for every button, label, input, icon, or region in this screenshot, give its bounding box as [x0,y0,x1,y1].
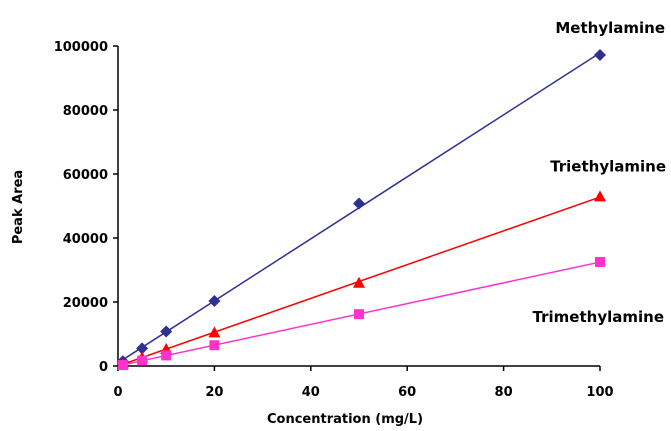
data-point [208,295,221,308]
x-tick-label: 100 [586,385,613,400]
data-point [160,325,173,338]
labels-layer: Methylamine Triethylamine Trimethylamine [533,19,666,326]
y-tick-label: 100000 [54,40,108,55]
series-trimethylamine [117,257,605,371]
data-point [136,342,149,355]
x-tick-label: 60 [398,385,416,400]
y-tick-label: 60000 [63,168,108,183]
series-label: Methylamine [555,19,665,37]
trendline [122,196,601,366]
data-point [354,309,364,320]
data-point [137,355,148,366]
series-label: Triethylamine [550,157,666,175]
y-tick-label: 0 [99,360,108,375]
x-tick-label: 80 [495,385,513,400]
x-tick-label: 20 [205,385,223,400]
y-axis-title: Peak Area [11,170,26,244]
x-axis-title: Concentration (mg/L) [267,412,423,427]
data-point [594,48,606,61]
y-tick-label: 80000 [63,104,108,119]
series-layer [116,48,606,371]
x-tick-label: 0 [113,385,122,400]
data-point [161,350,172,361]
data-point [209,340,220,351]
series-label: Trimethylamine [533,308,664,326]
series-methylamine [116,48,606,368]
x-tick-label: 40 [302,385,320,400]
data-point [117,360,128,371]
data-point [353,197,365,210]
series-triethylamine [116,190,606,369]
data-point [353,276,365,288]
data-point [594,190,606,202]
y-tick-label: 20000 [63,296,108,311]
data-point [595,257,605,267]
axes: 0 20000 40000 60000 80000 100000 0 20 40 60 80 100 [54,40,614,400]
y-tick-label: 40000 [63,232,108,247]
data-point [208,326,221,338]
